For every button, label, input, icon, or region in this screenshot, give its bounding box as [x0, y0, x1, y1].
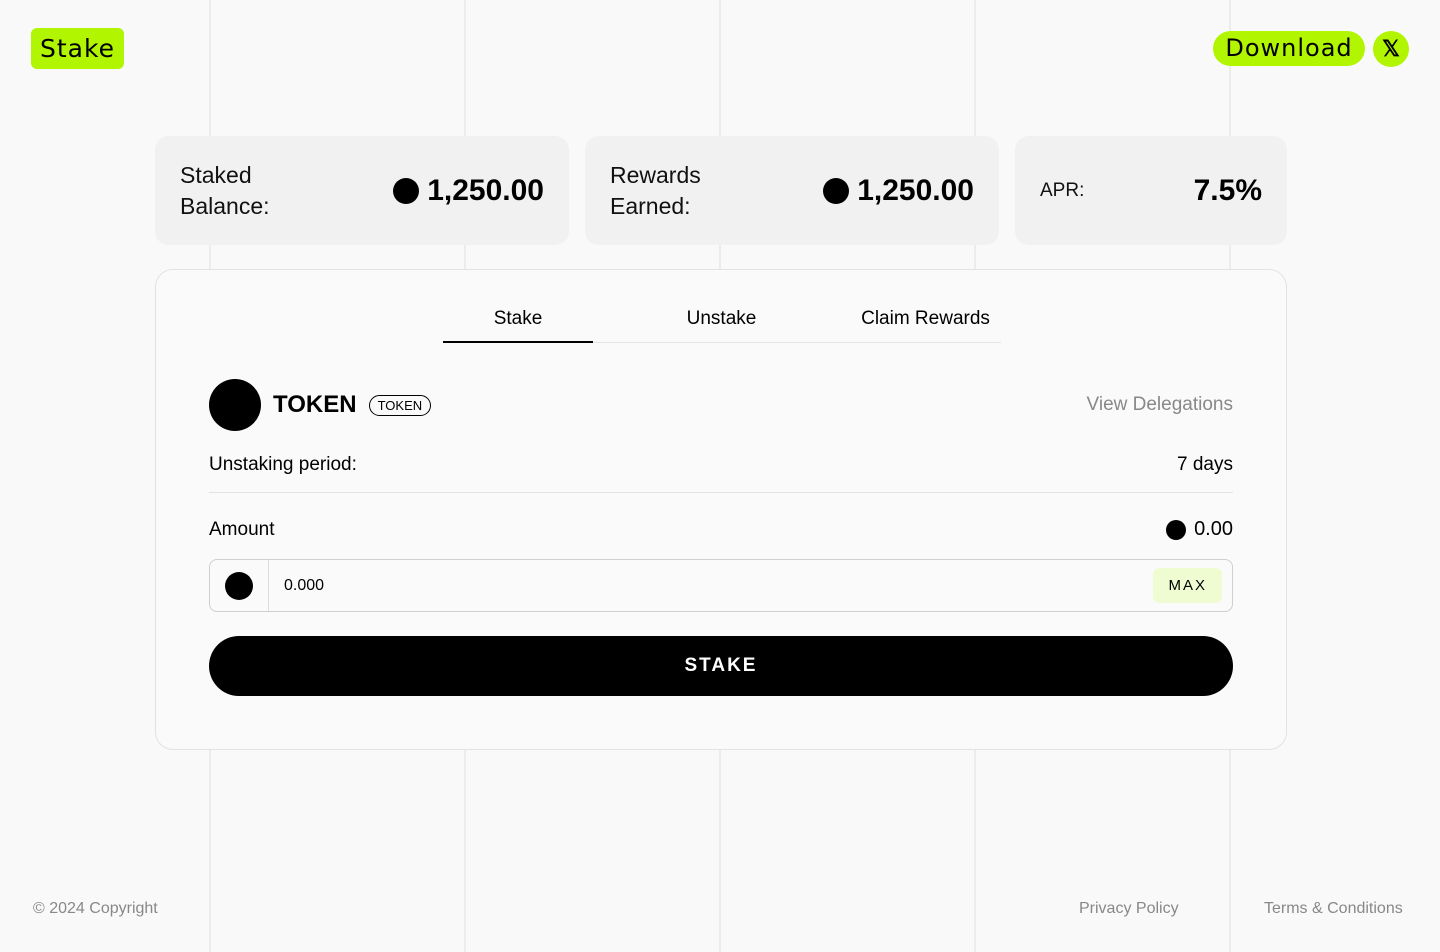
tab-claim-rewards[interactable]: Claim Rewards: [861, 308, 990, 329]
token-icon: [225, 571, 253, 600]
terms-link[interactable]: Terms & Conditions: [1264, 900, 1403, 917]
stat-label: APR:: [1040, 180, 1085, 201]
privacy-policy-link[interactable]: Privacy Policy: [1079, 900, 1179, 917]
stat-label: Rewards Earned:: [610, 161, 701, 219]
apr-card: APR: 7.5%: [1015, 136, 1287, 245]
staked-balance-card: Staked Balance: 1,250.00: [155, 136, 569, 245]
tab-stake[interactable]: Stake: [443, 305, 593, 343]
download-button[interactable]: Download: [1213, 31, 1365, 66]
token-icon: [1166, 519, 1187, 540]
unstaking-period-label: Unstaking period:: [209, 454, 357, 475]
amount-value[interactable]: 0.000: [284, 576, 325, 594]
token-name: TOKEN: [273, 391, 357, 418]
logo[interactable]: Stake: [31, 28, 124, 69]
tab-bar: Stake Unstake Claim Rewards: [443, 305, 1001, 343]
token-badge: TOKEN: [368, 394, 432, 416]
stake-button[interactable]: STAKE: [209, 636, 1233, 696]
token-logo-icon: [209, 379, 261, 431]
max-button[interactable]: MAX: [1153, 568, 1222, 603]
amount-label: Amount: [209, 518, 275, 540]
stat-value: 7.5%: [1193, 173, 1262, 207]
stat-value: 1,250.00: [857, 173, 974, 207]
amount-balance: 0.00: [1194, 518, 1233, 540]
stat-label: Staked Balance:: [180, 161, 270, 219]
x-icon[interactable]: 𝕏: [1373, 31, 1409, 67]
unstaking-period-value: 7 days: [1177, 454, 1233, 475]
token-icon: [393, 177, 420, 204]
tab-unstake[interactable]: Unstake: [686, 308, 757, 329]
copyright: © 2024 Copyright: [33, 900, 158, 917]
amount-input[interactable]: 0.000 MAX: [209, 559, 1233, 612]
stake-panel: Stake Unstake Claim Rewards TOKEN TOKEN …: [155, 269, 1287, 750]
rewards-earned-card: Rewards Earned: 1,250.00: [585, 136, 999, 245]
view-delegations-link[interactable]: View Delegations: [1086, 394, 1233, 415]
stat-value: 1,250.00: [427, 173, 544, 207]
token-icon: [823, 177, 850, 204]
